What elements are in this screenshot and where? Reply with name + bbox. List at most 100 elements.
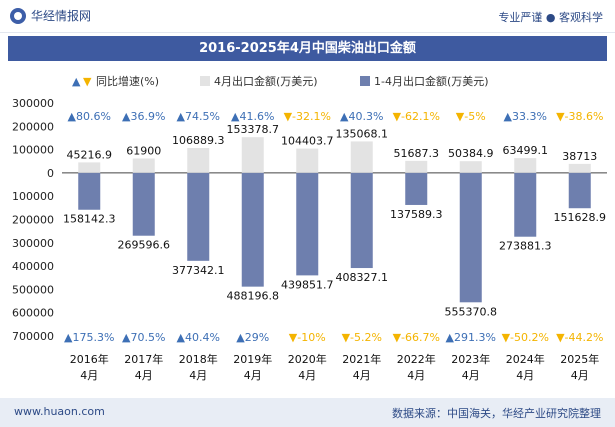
x-tick-label-year: 2017年	[124, 352, 163, 366]
ytd-growth-label: ▼-10%	[289, 331, 326, 344]
brand-logo: 华经情报网	[10, 7, 91, 24]
x-tick-label-month: 4月	[80, 369, 98, 382]
april-bar	[187, 147, 210, 173]
april-growth-label: ▲80.6%	[68, 110, 111, 123]
y-tick-label: 700000	[12, 330, 54, 343]
april-growth-label: ▲33.3%	[504, 110, 547, 123]
ytd-growth-label: ▼-5.2%	[342, 331, 382, 344]
ytd-value-label: 158142.3	[63, 213, 116, 226]
april-growth-label: ▼-32.1%	[284, 110, 331, 123]
april-bar	[241, 137, 264, 173]
ytd-bar	[187, 172, 210, 261]
logo-text: 华经情报网	[31, 9, 92, 23]
ytd-growth-label: ▲291.3%	[446, 331, 496, 344]
ytd-value-label: 488196.8	[227, 290, 280, 303]
legend-up-arrow-icon: ▲	[72, 75, 81, 88]
april-value-label: 50384.9	[448, 147, 494, 160]
legend: ▲ ▼ 同比增速(%) 4月出口金额(万美元) 1-4月出口金额(万美元)	[72, 74, 489, 88]
april-value-label: 135068.1	[336, 127, 389, 140]
april-bar	[568, 163, 591, 173]
ytd-value-label: 555370.8	[445, 305, 498, 318]
x-tick-label-month: 4月	[135, 369, 153, 382]
april-value-label: 38713	[562, 150, 597, 163]
ytd-bar	[568, 172, 591, 209]
april-growth-label: ▼-5%	[456, 110, 486, 123]
x-tick-label-month: 4月	[407, 369, 425, 382]
tagline: 专业严谨 ● 客观科学	[498, 11, 603, 24]
april-bar	[132, 158, 155, 173]
ytd-growth-label: ▼-66.7%	[393, 331, 440, 344]
logo-icon	[10, 7, 26, 24]
y-tick-label: 600000	[12, 307, 54, 320]
legend-label-april: 4月出口金额(万美元)	[214, 74, 318, 88]
x-tick-label-year: 2019年	[233, 352, 272, 366]
chart-title: 2016-2025年4月中国柴油出口金额	[8, 36, 607, 61]
bars	[78, 137, 591, 303]
april-growth-label: ▼-62.1%	[393, 110, 440, 123]
ytd-value-label: 151628.9	[554, 211, 607, 224]
ytd-growth-label: ▲175.3%	[64, 331, 114, 344]
april-bar	[459, 161, 482, 173]
y-tick-label: 400000	[12, 260, 54, 273]
ytd-value-label: 377342.1	[172, 264, 225, 277]
april-value-label: 153378.7	[227, 123, 280, 136]
april-bar	[350, 141, 373, 173]
april-growth-label: ▲40.3%	[340, 110, 383, 123]
x-tick-label-year: 2024年	[506, 352, 545, 366]
x-tick-label-year: 2016年	[70, 352, 109, 366]
y-tick-label: 100000	[12, 144, 54, 157]
y-axis: 300000 200000 100000 0 100000 200000 300000 400…	[12, 97, 607, 343]
top-bar: 华经情报网 专业严谨 ● 客观科学	[0, 0, 615, 33]
legend-down-arrow-icon: ▼	[83, 75, 92, 88]
april-growth-label: ▲74.5%	[177, 110, 220, 123]
x-tick-label-month: 4月	[244, 369, 262, 382]
x-tick-label-month: 4月	[353, 369, 371, 382]
x-tick-label-month: 4月	[298, 369, 316, 382]
x-tick-label-month: 4月	[571, 369, 589, 382]
legend-label-growth: 同比增速(%)	[96, 74, 159, 88]
x-tick-label-month: 4月	[189, 369, 207, 382]
x-tick-label-year: 2018年	[179, 352, 218, 366]
y-tick-label: 0	[47, 167, 54, 180]
ytd-bar	[296, 172, 319, 276]
ytd-value-label: 408327.1	[336, 271, 389, 284]
ytd-bar	[514, 172, 537, 237]
y-tick-label: 200000	[12, 214, 54, 227]
april-growth-label: ▲36.9%	[122, 110, 165, 123]
april-value-label: 51687.3	[394, 147, 440, 160]
data-labels: 45216.9 158142.3 ▲80.6% ▲175.3% 61900 269596.…	[63, 110, 606, 344]
legend-swatch-ytd	[360, 76, 370, 86]
footer: www.huaon.com 数据来源：中国海关，华经产业研究院整理	[0, 398, 615, 427]
april-growth-label: ▲41.6%	[231, 110, 274, 123]
chart-area: ▲ ▼ 同比增速(%) 4月出口金额(万美元) 1-4月出口金额(万美元) 300000…	[12, 74, 607, 382]
x-tick-label-year: 2022年	[397, 352, 436, 366]
x-tick-label-year: 2020年	[288, 352, 327, 366]
footer-url: www.huaon.com	[14, 405, 105, 418]
ytd-value-label: 439851.7	[281, 278, 334, 291]
ytd-value-label: 137589.3	[390, 208, 443, 221]
x-axis: 2016年 4月 2017年 4月 2018年 4月 2019年 4月 2020年 4月 2021年…	[70, 352, 600, 382]
april-value-label: 106889.3	[172, 134, 225, 147]
april-value-label: 61900	[126, 144, 161, 157]
april-growth-label: ▼-38.6%	[556, 110, 603, 123]
ytd-bar	[350, 172, 373, 269]
ytd-growth-label: ▲70.5%	[122, 331, 165, 344]
ytd-bar	[405, 172, 428, 205]
april-bar	[296, 148, 319, 173]
ytd-growth-label: ▲40.4%	[177, 331, 220, 344]
x-tick-label-year: 2025年	[560, 352, 599, 366]
x-tick-label-month: 4月	[462, 369, 480, 382]
y-tick-label: 500000	[12, 283, 54, 296]
april-value-label: 45216.9	[67, 148, 113, 161]
legend-label-ytd: 1-4月出口金额(万美元)	[374, 74, 489, 88]
ytd-growth-label: ▲29%	[236, 331, 269, 344]
footer-source: 数据来源：中国海关，华经产业研究院整理	[392, 407, 601, 420]
april-value-label: 104403.7	[281, 135, 334, 148]
ytd-bar	[459, 172, 482, 303]
y-tick-label: 200000	[12, 120, 54, 133]
ytd-value-label: 269596.6	[118, 239, 171, 252]
y-tick-label: 300000	[12, 237, 54, 250]
ytd-bar	[132, 172, 155, 236]
april-bar	[514, 158, 537, 173]
y-tick-label: 300000	[12, 97, 54, 110]
